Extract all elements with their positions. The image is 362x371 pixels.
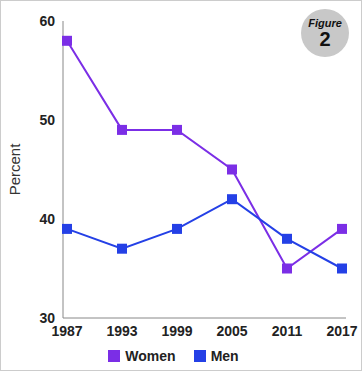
svg-text:40: 40: [39, 211, 55, 227]
svg-text:30: 30: [39, 310, 55, 326]
html-text:2: 2: [319, 27, 331, 50]
svg-text:1993: 1993: [106, 323, 137, 339]
svg-text:2011: 2011: [272, 323, 303, 339]
html-text:Women: Women: [125, 348, 176, 364]
svg-text:2017: 2017: [326, 323, 354, 339]
svg-text:1987: 1987: [51, 323, 82, 339]
html-text:Figure: Figure: [308, 16, 342, 29]
svg-text:Percent: Percent: [8, 143, 23, 196]
svg-text:60: 60: [39, 13, 55, 29]
html-text:Men: Men: [210, 348, 239, 364]
svg-text:2005: 2005: [216, 323, 247, 339]
svg-text:50: 50: [39, 112, 55, 128]
svg-text:1999: 1999: [161, 323, 192, 339]
